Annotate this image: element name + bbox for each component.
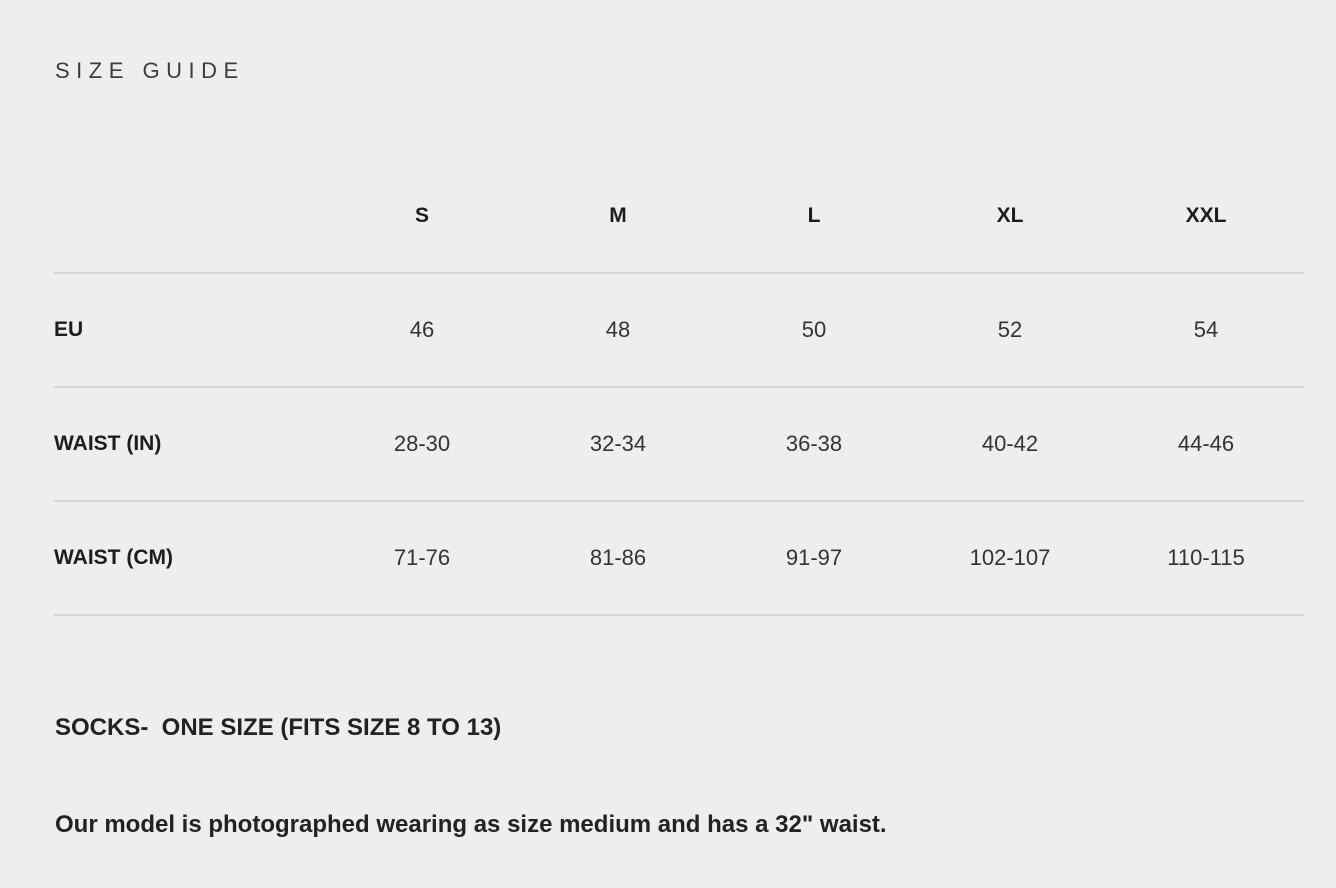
table-row-waist-in: WAIST (IN) 28-30 32-34 36-38 40-42 44-46 — [54, 387, 1304, 502]
column-header-xxl: XXL — [1108, 160, 1304, 274]
column-header-m: M — [520, 160, 716, 274]
column-header-l: L — [716, 160, 912, 274]
table-cell: 40-42 — [912, 387, 1108, 502]
table-cell: 102-107 — [912, 501, 1108, 616]
table-row-eu: EU 46 48 50 52 54 — [54, 273, 1304, 388]
socks-size-note: SOCKS- ONE SIZE (FITS SIZE 8 TO 13) — [55, 714, 502, 741]
table-cell: 54 — [1108, 273, 1304, 388]
model-size-note: Our model is photographed wearing as siz… — [55, 810, 887, 838]
table-cell: 44-46 — [1108, 387, 1304, 502]
table-cell: 36-38 — [716, 387, 912, 502]
table-cell: 71-76 — [324, 501, 520, 616]
table-cell: 28-30 — [324, 387, 520, 502]
table-cell: 32-34 — [520, 387, 716, 502]
size-table-corner-cell — [54, 160, 324, 274]
table-cell: 48 — [520, 273, 716, 388]
size-table: S M L XL XXL EU 46 48 50 52 54 WAIST (IN… — [54, 160, 1304, 616]
table-cell: 91-97 — [716, 501, 912, 616]
table-cell: 50 — [716, 273, 912, 388]
row-label-eu: EU — [54, 273, 324, 388]
table-row-waist-cm: WAIST (CM) 71-76 81-86 91-97 102-107 110… — [54, 501, 1304, 616]
column-header-xl: XL — [912, 160, 1108, 274]
table-cell: 46 — [324, 273, 520, 388]
column-header-s: S — [324, 160, 520, 274]
table-cell: 81-86 — [520, 501, 716, 616]
size-table-header-row: S M L XL XXL — [54, 160, 1304, 274]
page-title: SIZE GUIDE — [55, 58, 245, 83]
table-cell: 110-115 — [1108, 501, 1304, 616]
table-cell: 52 — [912, 273, 1108, 388]
row-label-waist-cm: WAIST (CM) — [54, 501, 324, 616]
row-label-waist-in: WAIST (IN) — [54, 387, 324, 502]
